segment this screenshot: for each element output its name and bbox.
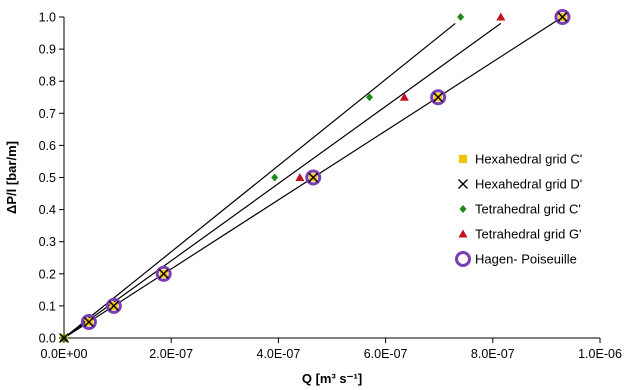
data-point-circle — [305, 169, 322, 186]
data-point-x — [308, 172, 319, 183]
data-point-diamond — [457, 13, 465, 21]
legend-label: Hexahedral grid C' — [475, 152, 582, 167]
x-ticks: 0.0E+00 2.0E-07 4.0E-07 6.0E-07 8.0E-07 1.0E-… — [41, 338, 622, 361]
x-axis-title: Q [m³ s⁻¹] — [302, 371, 362, 386]
y-tick-label: 0.7 — [39, 107, 56, 121]
data-point-circle — [80, 313, 97, 330]
legend-label: Hexahedral grid D' — [475, 177, 582, 192]
y-tick-label: 0.4 — [39, 203, 56, 217]
y-tick-label: 0.0 — [39, 332, 56, 346]
data-point-circle — [430, 89, 447, 106]
y-tick-label: 0.5 — [39, 171, 56, 185]
data-point-circle — [554, 9, 571, 25]
data-point-circle — [155, 265, 172, 282]
y-tick-label: 1.0 — [39, 11, 56, 25]
trendline — [63, 22, 456, 339]
data-point-triangle — [295, 173, 305, 181]
x-tick-label: 4.0E-07 — [257, 347, 301, 361]
x-tick-label: 2.0E-07 — [149, 347, 193, 361]
legend-marker-square — [459, 155, 467, 163]
x-tick-label: 0.0E+00 — [41, 347, 88, 361]
y-tick-label: 0.1 — [39, 299, 56, 313]
data-point-x — [108, 300, 119, 311]
y-tick-label: 0.9 — [39, 43, 56, 57]
data-point-triangle — [399, 92, 409, 101]
legend-label: Tetrahedral grid G' — [475, 227, 582, 242]
x-tick-label: 6.0E-07 — [364, 347, 408, 361]
legend-marker-triangle — [458, 229, 468, 238]
trendline — [63, 22, 502, 339]
legend-marker-circle — [455, 251, 471, 267]
legend: Hexahedral grid C' Hexahedral grid D' Tetr… — [455, 152, 582, 267]
y-tick-label: 0.6 — [39, 139, 56, 153]
data-point-triangle — [496, 12, 506, 21]
y-tick-label: 0.2 — [39, 267, 56, 281]
data-point-x — [433, 92, 444, 103]
data-point-diamond — [366, 93, 374, 102]
data-point-x — [557, 12, 568, 22]
legend-label: Tetrahedral grid C' — [475, 202, 581, 217]
data-point-x — [158, 268, 169, 279]
x-tick-label: 1.0E-06 — [578, 347, 622, 361]
legend-marker-diamond — [459, 205, 467, 213]
y-ticks: 0.0 0.1 0.2 0.3 0.4 0.5 0.6 0.7 0.8 0.9 1.0 — [39, 11, 64, 346]
y-tick-label: 0.8 — [39, 75, 56, 89]
legend-marker-x — [458, 179, 468, 189]
data-point-x — [83, 316, 94, 327]
y-axis-title: ΔP/l [bar/m] — [4, 141, 19, 214]
x-tick-label: 8.0E-07 — [471, 347, 515, 361]
data-point-diamond — [271, 173, 279, 182]
data-point-circle — [105, 297, 122, 314]
y-tick-label: 0.3 — [39, 235, 56, 249]
data-points — [59, 9, 571, 343]
legend-label: Hagen- Poiseuille — [475, 252, 577, 267]
data-point-x — [59, 333, 69, 343]
